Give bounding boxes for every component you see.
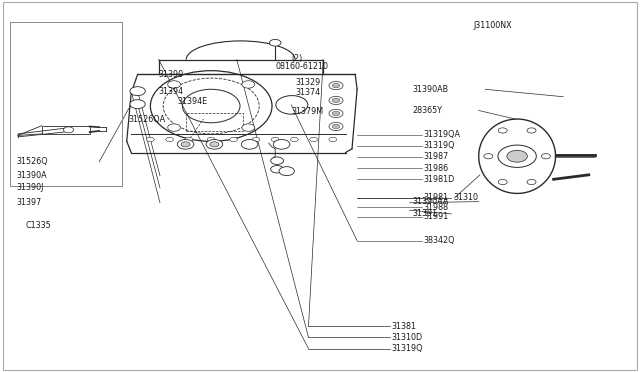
- Text: 31319Q: 31319Q: [424, 141, 455, 150]
- Text: 31319Q: 31319Q: [392, 344, 423, 353]
- Circle shape: [499, 128, 508, 133]
- Circle shape: [541, 154, 550, 159]
- Text: 31981: 31981: [424, 193, 449, 202]
- Circle shape: [271, 137, 279, 142]
- Circle shape: [329, 81, 343, 90]
- Circle shape: [271, 166, 284, 173]
- Text: 31390: 31390: [159, 70, 184, 79]
- Circle shape: [329, 109, 343, 118]
- Circle shape: [527, 179, 536, 185]
- Circle shape: [273, 140, 290, 149]
- Circle shape: [207, 137, 215, 142]
- Text: 31310: 31310: [453, 193, 478, 202]
- Circle shape: [329, 96, 343, 105]
- Circle shape: [269, 39, 281, 46]
- Circle shape: [181, 142, 190, 147]
- Circle shape: [332, 83, 340, 88]
- Circle shape: [271, 157, 284, 164]
- Text: 31526QA: 31526QA: [128, 115, 165, 124]
- Text: 31394E: 31394E: [178, 97, 208, 106]
- Text: 31379M: 31379M: [291, 107, 323, 116]
- Bar: [42, 126, 90, 134]
- Text: 31381: 31381: [392, 322, 417, 331]
- Text: 38342Q: 38342Q: [424, 236, 455, 245]
- Circle shape: [279, 167, 294, 176]
- Bar: [186, 113, 243, 131]
- Circle shape: [329, 137, 337, 142]
- Circle shape: [206, 140, 223, 149]
- Circle shape: [147, 137, 154, 142]
- Circle shape: [130, 100, 145, 109]
- Circle shape: [166, 137, 173, 142]
- Circle shape: [291, 137, 298, 142]
- Circle shape: [168, 81, 180, 88]
- Circle shape: [332, 111, 340, 116]
- Circle shape: [499, 179, 508, 185]
- Text: 31394: 31394: [159, 87, 184, 96]
- Text: 31991: 31991: [424, 212, 449, 221]
- Text: 31390A: 31390A: [16, 171, 47, 180]
- Circle shape: [241, 140, 258, 149]
- Text: 31319QA: 31319QA: [424, 130, 461, 139]
- Text: 31397: 31397: [16, 198, 41, 207]
- Text: C1335: C1335: [26, 221, 51, 230]
- Text: 31390AB: 31390AB: [413, 85, 449, 94]
- Circle shape: [507, 150, 527, 162]
- Circle shape: [527, 128, 536, 133]
- Circle shape: [242, 124, 255, 131]
- Text: 08160-61210: 08160-61210: [275, 62, 328, 71]
- Circle shape: [177, 140, 194, 149]
- Circle shape: [484, 154, 493, 159]
- Text: 31526Q: 31526Q: [16, 157, 47, 166]
- Text: 31374: 31374: [296, 88, 321, 97]
- Circle shape: [210, 142, 219, 147]
- Circle shape: [332, 98, 340, 103]
- Circle shape: [332, 124, 340, 129]
- Text: 31329: 31329: [296, 78, 321, 87]
- Text: (2): (2): [291, 54, 303, 63]
- Text: 31390AA: 31390AA: [413, 197, 449, 206]
- Text: 31987: 31987: [424, 153, 449, 161]
- Text: 28365Y: 28365Y: [413, 106, 443, 115]
- Circle shape: [242, 81, 255, 88]
- Circle shape: [185, 137, 193, 142]
- Bar: [10, 22, 122, 186]
- Text: 31986: 31986: [424, 164, 449, 173]
- Circle shape: [168, 124, 180, 131]
- Circle shape: [130, 87, 145, 96]
- Circle shape: [329, 122, 343, 131]
- Text: 31988: 31988: [424, 203, 449, 212]
- Circle shape: [230, 137, 237, 142]
- Text: 31391: 31391: [413, 209, 438, 218]
- Text: J31100NX: J31100NX: [474, 21, 512, 30]
- Text: 31981D: 31981D: [424, 175, 455, 184]
- Circle shape: [252, 137, 260, 142]
- Text: 31310D: 31310D: [392, 333, 423, 342]
- Text: 31390J: 31390J: [16, 183, 44, 192]
- Circle shape: [310, 137, 317, 142]
